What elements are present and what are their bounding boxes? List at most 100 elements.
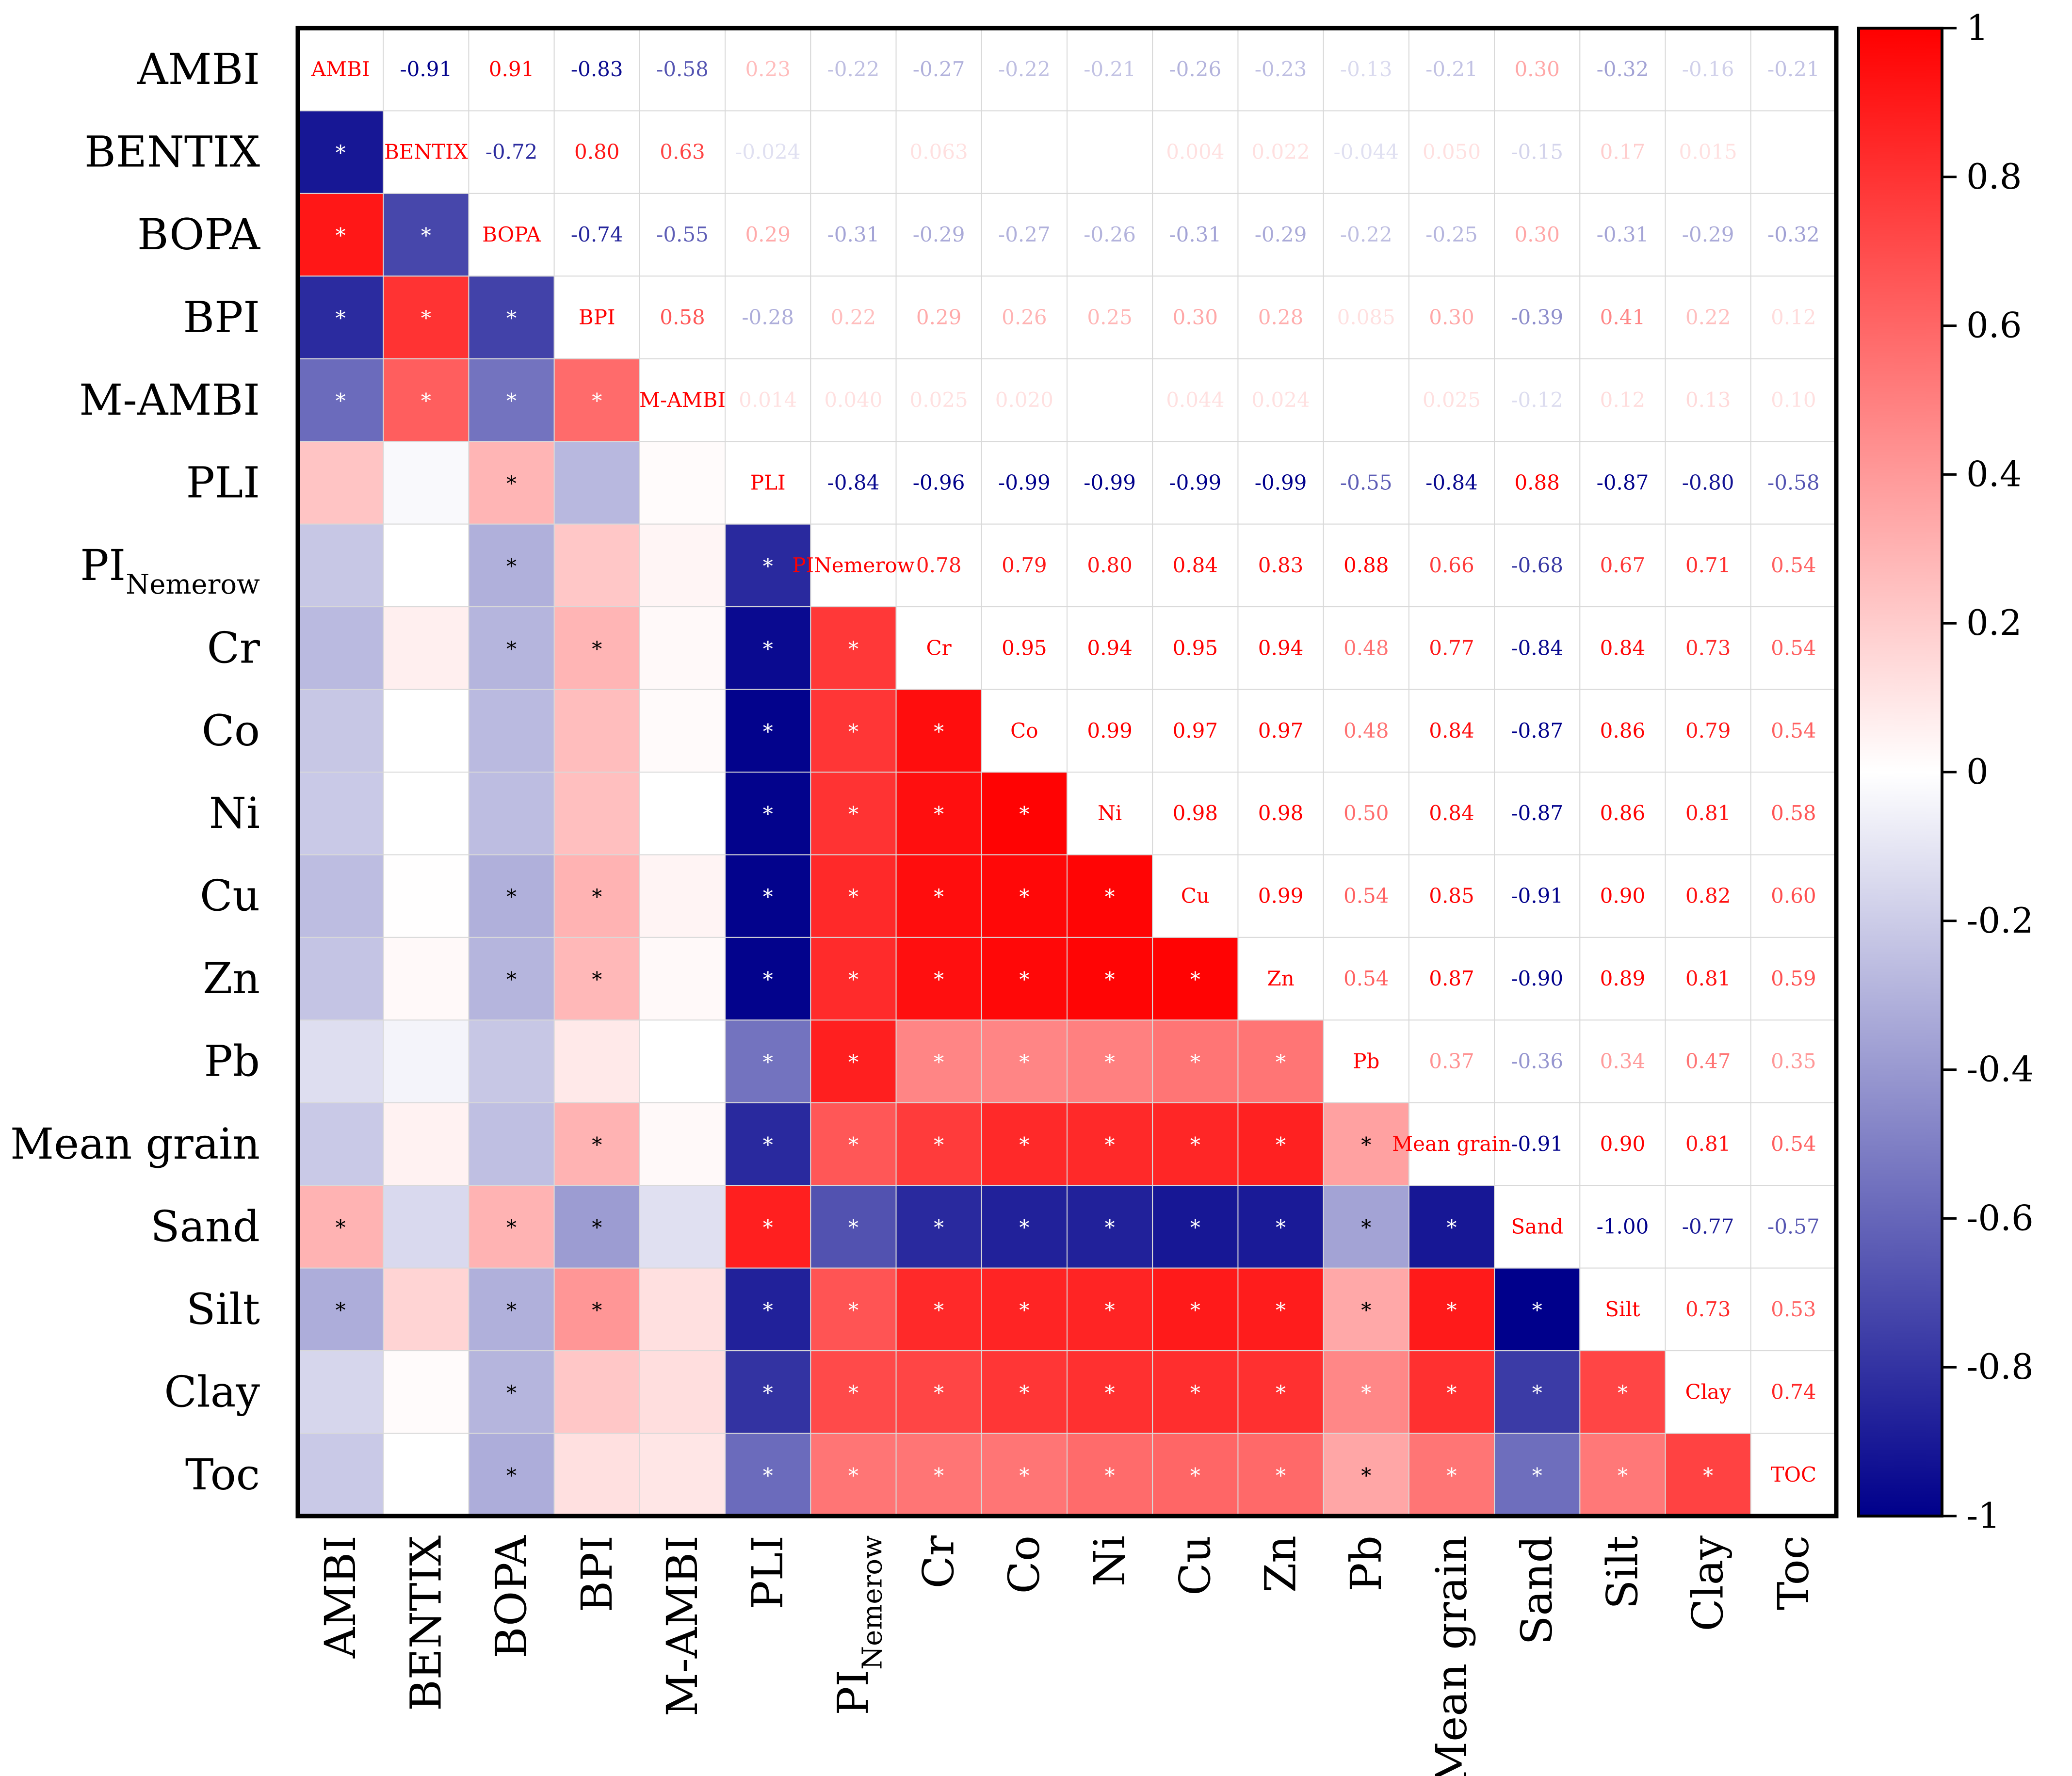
correlation-value-label: 0.79	[1685, 719, 1731, 743]
correlation-value-cell	[1067, 193, 1153, 277]
heatmap-cell	[725, 606, 811, 690]
correlation-value-cell	[1494, 772, 1581, 856]
heatmap-cell	[1323, 1102, 1409, 1186]
heatmap-cell	[297, 772, 384, 856]
significance-star: *	[1019, 1464, 1029, 1487]
correlation-value-cell	[1408, 523, 1495, 608]
diagonal-label: Sand	[1511, 1214, 1563, 1238]
correlation-value-label: -0.68	[1511, 553, 1563, 577]
correlation-value-label: 0.81	[1685, 1132, 1731, 1156]
correlation-value-label: 0.84	[1173, 553, 1218, 577]
correlation-value-cell	[1665, 854, 1751, 938]
significance-star: *	[848, 802, 858, 826]
heatmap-cell	[639, 1102, 726, 1186]
heatmap-cell	[1067, 1350, 1153, 1434]
diagonal-cell	[1237, 936, 1324, 1021]
heatmap-cell	[895, 1019, 982, 1103]
correlation-value-cell	[1750, 1019, 1837, 1103]
heatmap-cell	[1067, 854, 1153, 938]
diagonal-cell	[1750, 1433, 1837, 1517]
significance-star: *	[1276, 1464, 1286, 1487]
significance-star: *	[848, 637, 858, 661]
correlation-value-label: 0.67	[1600, 553, 1646, 577]
heatmap-cell	[383, 1433, 469, 1517]
row-label: BENTIX	[84, 127, 260, 177]
heatmap-cell	[981, 1433, 1068, 1517]
colorbar-tick-label: 0.4	[1966, 453, 2022, 494]
heatmap-cell	[383, 1102, 469, 1186]
correlation-value-label: 0.99	[1087, 719, 1133, 743]
diagonal-label: Zn	[1267, 967, 1294, 990]
correlation-value-label: 0.84	[1429, 719, 1474, 743]
correlation-value-label: 0.84	[1600, 636, 1646, 660]
heatmap-cell	[297, 1433, 384, 1517]
correlation-value-label: -0.99	[1084, 470, 1136, 494]
significance-star: *	[1361, 1298, 1371, 1322]
significance-star: *	[336, 307, 346, 330]
correlation-value-cell	[1494, 275, 1581, 359]
significance-star: *	[1532, 1381, 1542, 1405]
correlation-value-label: -0.21	[1425, 57, 1478, 81]
correlation-value-cell	[1579, 854, 1666, 938]
correlation-value-cell	[981, 28, 1068, 112]
correlation-value-label: 0.90	[1600, 1132, 1646, 1156]
diagonal-cell	[1152, 854, 1239, 938]
significance-star: *	[1276, 1298, 1286, 1322]
correlation-value-cell	[1408, 28, 1495, 112]
correlation-value-label: -0.15	[1511, 140, 1563, 164]
correlation-value-cell	[1750, 1350, 1837, 1434]
correlation-value-cell	[1152, 689, 1239, 773]
correlation-value-label: -0.87	[1511, 801, 1563, 825]
correlation-value-label: 0.26	[1002, 306, 1047, 329]
significance-star: *	[1019, 1298, 1029, 1322]
diagonal-cell	[468, 193, 555, 277]
correlation-value-label: 0.86	[1600, 719, 1646, 743]
correlation-value-cell	[1665, 193, 1751, 277]
row-label: M-AMBI	[79, 375, 260, 425]
heatmap-cell	[553, 936, 640, 1021]
diagonal-cell	[1494, 1185, 1581, 1269]
correlation-value-cell	[553, 110, 640, 194]
correlation-value-label: -0.36	[1511, 1049, 1563, 1073]
correlation-value-cell	[1494, 1019, 1581, 1103]
heatmap-cell	[895, 1350, 982, 1434]
diagonal-label: BPI	[579, 306, 615, 329]
heatmap-cell	[1237, 1267, 1324, 1352]
correlation-value-cell	[725, 275, 811, 359]
correlation-value-cell	[810, 28, 897, 112]
heatmap-cell	[553, 1267, 640, 1352]
correlation-value-cell	[1665, 523, 1751, 608]
correlation-value-label: 0.30	[1429, 306, 1474, 329]
column-label: Cr	[914, 1535, 964, 1588]
correlation-value-label: -0.29	[1682, 223, 1734, 246]
correlation-value-cell	[1323, 28, 1409, 112]
correlation-value-cell	[1750, 275, 1837, 359]
significance-star: *	[1618, 1464, 1628, 1487]
correlation-value-cell	[1750, 772, 1837, 856]
correlation-value-label: -0.96	[913, 470, 965, 494]
correlation-value-cell	[1323, 441, 1409, 525]
significance-star: *	[763, 1133, 773, 1157]
column-label: BOPA	[486, 1535, 536, 1659]
correlation-value-cell	[1237, 606, 1324, 690]
heatmap-cell	[468, 1019, 555, 1103]
correlation-value-cell	[1152, 110, 1239, 194]
correlation-value-label: -0.31	[1597, 223, 1649, 246]
correlation-value-cell	[1579, 358, 1666, 442]
heatmap-cell	[810, 1185, 897, 1269]
significance-star: *	[1019, 885, 1029, 909]
significance-star: *	[506, 885, 517, 909]
diagonal-label: Cr	[926, 636, 952, 660]
correlation-value-cell	[1152, 441, 1239, 525]
correlation-value-cell	[553, 28, 640, 112]
correlation-value-cell	[1237, 358, 1324, 442]
column-label: Zn	[1256, 1535, 1306, 1593]
heatmap-cell	[1067, 1185, 1153, 1269]
correlation-value-cell	[1579, 110, 1666, 194]
significance-star: *	[1105, 1464, 1115, 1487]
correlation-value-label: 0.58	[1771, 801, 1816, 825]
column-label: Pb	[1341, 1535, 1391, 1592]
heatmap-cell	[895, 1267, 982, 1352]
significance-star: *	[763, 554, 773, 578]
significance-star: *	[592, 1133, 602, 1157]
